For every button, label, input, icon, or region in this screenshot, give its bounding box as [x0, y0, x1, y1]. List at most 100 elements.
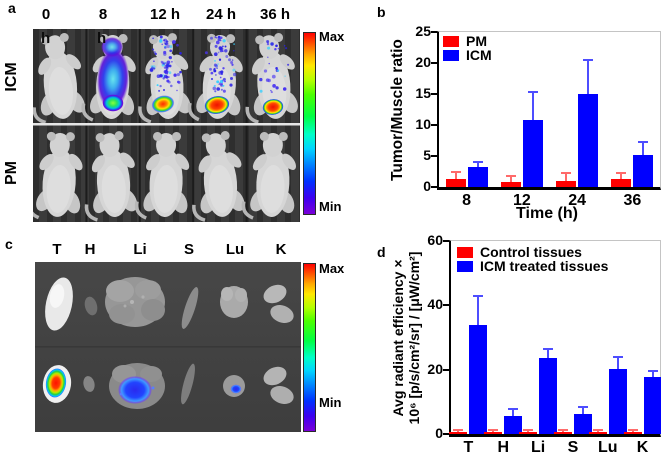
error-bar-cap	[472, 160, 483, 163]
error-bar	[454, 171, 457, 179]
error-bar	[509, 175, 512, 183]
error-bar-cap	[557, 429, 568, 432]
bar-icm-8	[467, 167, 488, 187]
time-label-8: 8	[98, 6, 108, 23]
bar-pm-12	[500, 182, 521, 187]
error-bar	[651, 370, 654, 378]
legend-label: ICM treated tissues	[480, 258, 609, 274]
legend-swatch	[457, 247, 473, 258]
chart-d-y-axis-label: Avg radiant efficiency × 10⁶ [p/s/cm²/sr…	[390, 236, 423, 440]
error-bar-cap	[647, 369, 658, 372]
colorbar-c-min-label: Min	[319, 395, 342, 410]
chart-d-y-axis-label-line1: Avg radiant efficiency ×	[390, 259, 406, 417]
legend-item: ICM	[443, 48, 492, 62]
x-category-label: Lu	[597, 439, 618, 456]
colorbar-c	[303, 263, 316, 432]
chart-b-x-axis-label: Time (h)	[516, 205, 578, 222]
bar-icm-36	[633, 155, 654, 187]
bar-icm-lu	[608, 369, 627, 434]
error-bar-cap	[453, 429, 464, 432]
bar-icm-t	[469, 324, 488, 434]
bar-control-h	[484, 431, 503, 434]
bar-icm-s	[573, 414, 592, 434]
legend-swatch	[457, 261, 473, 272]
chart-b-legend: PM ICM	[443, 34, 492, 63]
bar-control-s	[553, 431, 572, 434]
time-label-36h: 36 h	[259, 6, 290, 23]
y-tick-label: 60	[427, 232, 443, 248]
y-tick-label: 5	[423, 147, 431, 163]
bar-pm-8	[445, 178, 466, 187]
x-category-label: Li	[530, 439, 546, 456]
chart-d-legend: Control tissues ICM treated tissues	[457, 244, 609, 274]
x-category-label: 24	[568, 192, 587, 209]
panel-a-letter: a	[8, 0, 16, 16]
y-tick-label: 10	[415, 116, 431, 132]
tissue-label-s: S	[183, 241, 194, 258]
y-tick-mark	[431, 155, 437, 157]
panel-c-letter: c	[5, 236, 13, 252]
legend-swatch	[443, 50, 459, 61]
y-tick-mark	[431, 31, 437, 33]
error-bar	[531, 91, 534, 121]
chart-b-y-axis-label: Tumor/Muscle ratio	[389, 39, 406, 181]
mouse-imaging-montage	[25, 29, 305, 223]
error-bar-cap	[583, 58, 594, 61]
error-bar	[477, 295, 480, 325]
organ-imaging-panel	[35, 262, 301, 432]
chart-d-y-axis-label-line2: 10⁶ [p/s/cm²/sr] / [μW/cm²]	[405, 251, 422, 425]
x-category-label: K	[636, 439, 649, 456]
time-label-24h: 24 h	[205, 6, 236, 23]
error-bar-cap	[488, 429, 499, 432]
y-tick-label: 20	[427, 360, 443, 377]
colorbar-a-max-label: Max	[319, 29, 345, 44]
bar-icm-h	[504, 415, 523, 434]
error-bar-cap	[543, 348, 554, 351]
tissue-label-lu: Lu	[225, 241, 245, 258]
time-label-12h: 12 h	[149, 6, 180, 23]
colorbar-c-max-label: Max	[319, 261, 345, 276]
error-bar-cap	[592, 429, 603, 432]
y-tick-mark	[431, 186, 437, 188]
time-label-0: 0	[41, 6, 51, 23]
hour-overlay-8: h	[97, 30, 107, 47]
legend-label: Control tissues	[480, 244, 582, 260]
error-bar-cap	[627, 429, 638, 432]
colorbar-a	[303, 32, 316, 215]
error-bar-cap	[638, 141, 649, 144]
error-bar-cap	[505, 174, 516, 177]
y-tick-label: 20	[415, 54, 431, 70]
y-tick-mark	[443, 240, 449, 242]
legend-item: ICM treated tissues	[457, 258, 609, 274]
bar-control-t	[449, 431, 468, 434]
mouse-imaging-svg	[25, 29, 305, 223]
error-bar-cap	[616, 172, 627, 175]
y-tick-label: 15	[415, 85, 431, 101]
bar-icm-li	[539, 357, 558, 434]
error-bar-cap	[523, 429, 534, 432]
error-bar	[512, 408, 515, 416]
error-bar-cap	[508, 407, 519, 410]
y-tick-mark	[443, 433, 449, 435]
error-bar-cap	[612, 356, 623, 359]
tissue-label-h: H	[84, 241, 96, 258]
error-bar	[620, 173, 623, 179]
error-bar	[581, 407, 584, 415]
bar-icm-24	[578, 94, 599, 187]
error-bar-cap	[527, 90, 538, 93]
panel-d-letter: d	[377, 244, 386, 260]
y-tick-label: 40	[427, 296, 443, 313]
error-bar-cap	[473, 294, 484, 297]
bar-control-lu	[588, 431, 607, 434]
colorbar-a-min-label: Min	[319, 199, 342, 214]
bar-pm-24	[556, 180, 577, 187]
error-bar	[616, 357, 619, 370]
organ-imaging-svg	[35, 262, 301, 432]
x-category-label: H	[497, 439, 510, 456]
row-label-pm: PM	[3, 161, 20, 185]
bar-icm-12	[522, 120, 543, 187]
chart-b-plot-area: PM ICM 0 5 10 15 20 25 8 12 24 36	[415, 24, 661, 209]
x-category-label: S	[567, 439, 579, 456]
error-bar-cap	[450, 170, 461, 173]
